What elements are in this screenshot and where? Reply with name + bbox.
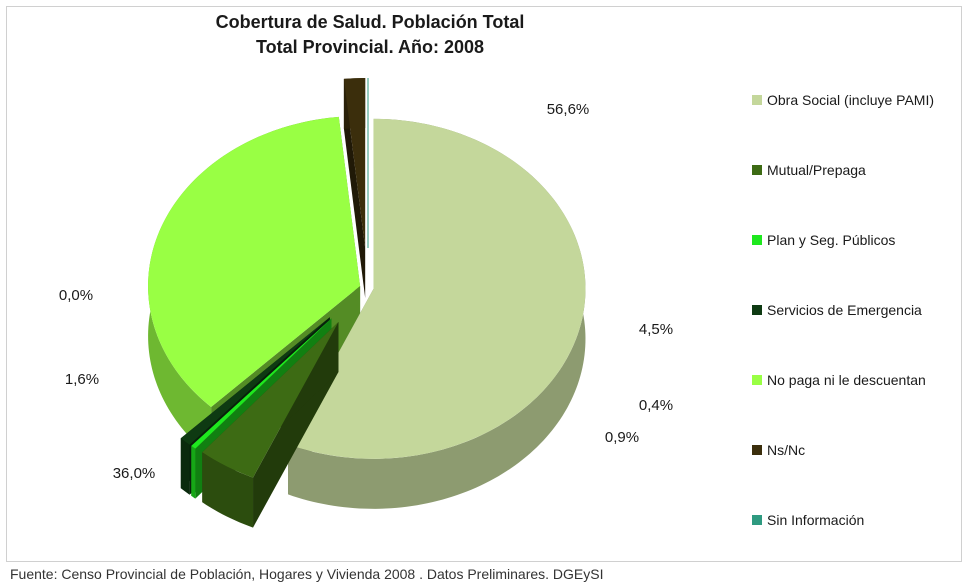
data-label-plan-y-seg-publicos: 0,4% bbox=[639, 397, 673, 414]
legend-item-ns-nc: Ns/Nc bbox=[752, 440, 805, 460]
legend-label: Mutual/Prepaga bbox=[767, 162, 866, 178]
legend-item-mutual-prepaga: Mutual/Prepaga bbox=[752, 160, 866, 180]
legend-item-servicios-de-emergencia: Servicios de Emergencia bbox=[752, 300, 922, 320]
legend-label: Ns/Nc bbox=[767, 442, 806, 458]
legend-label: Plan y Seg. Públicos bbox=[767, 232, 896, 248]
slice-mutual-prepaga bbox=[202, 321, 339, 528]
legend-label: Sin Información bbox=[767, 512, 865, 528]
labels-layer: 56,6% 4,5% 0,4%0,9% 36,0% 1,6% 0,0% bbox=[59, 101, 673, 482]
legend-swatch bbox=[752, 445, 762, 455]
slice-top-no-paga-ni-le-descuentan bbox=[148, 116, 361, 407]
slice-top-plan-y-seg-publicos bbox=[191, 318, 332, 449]
slice-top-obra-social-incluye-pami bbox=[288, 118, 586, 459]
legend-item-sin-informacion: Sin Información bbox=[752, 510, 864, 530]
slice-ns-nc bbox=[343, 78, 366, 299]
legend-label: No paga ni le descuentan bbox=[767, 372, 926, 388]
legend-swatch bbox=[752, 235, 762, 245]
legend-label: Servicios de Emergencia bbox=[767, 302, 922, 318]
data-label-servicios-de-emergencia: 0,9% bbox=[605, 429, 639, 446]
legend-swatch bbox=[752, 165, 762, 175]
slice-rim-plan-y-seg-publicos bbox=[191, 445, 196, 499]
legend-item-obra-social-incluye-pami: Obra Social (incluye PAMI) bbox=[752, 90, 934, 110]
legend-swatch bbox=[752, 375, 762, 385]
data-label-obra-social-incluye-pami: 56,6% bbox=[547, 101, 590, 118]
legend-swatch bbox=[752, 95, 762, 105]
chart-subtitle: Total Provincial. Año: 2008 bbox=[255, 37, 485, 57]
slice-top-servicios-de-emergencia bbox=[180, 317, 330, 445]
slice-wall-ns-nc-0 bbox=[343, 78, 366, 299]
slice-rim-obra-social-incluye-pami bbox=[288, 118, 586, 509]
slice-obra-social-incluye-pami bbox=[288, 118, 586, 509]
chart-title-block: Cobertura de Salud. Población Total Tota… bbox=[150, 10, 590, 60]
data-label-mutual-prepaga: 4,5% bbox=[639, 321, 673, 338]
slice-rim-mutual-prepaga bbox=[202, 452, 254, 528]
data-label-ns-nc: 1,6% bbox=[65, 371, 99, 388]
slice-rim-servicios-de-emergencia bbox=[180, 438, 190, 495]
data-label-no-paga-ni-le-descuentan: 36,0% bbox=[113, 465, 156, 482]
legend-item-plan-y-seg-publicos: Plan y Seg. Públicos bbox=[752, 230, 895, 250]
legend-swatch bbox=[752, 305, 762, 315]
slice-top-mutual-prepaga bbox=[202, 321, 339, 478]
legend-swatch bbox=[752, 515, 762, 525]
legend-item-no-paga-ni-le-descuentan: No paga ni le descuentan bbox=[752, 370, 926, 390]
source-note: Fuente: Censo Provincial de Población, H… bbox=[10, 566, 604, 582]
chart-title: Cobertura de Salud. Población Total bbox=[215, 12, 525, 32]
slice-top-ns-nc bbox=[343, 78, 366, 249]
legend-label: Obra Social (incluye PAMI) bbox=[767, 92, 935, 108]
slices-layer bbox=[148, 78, 586, 528]
data-label-sin-informacion: 0,0% bbox=[59, 287, 93, 304]
